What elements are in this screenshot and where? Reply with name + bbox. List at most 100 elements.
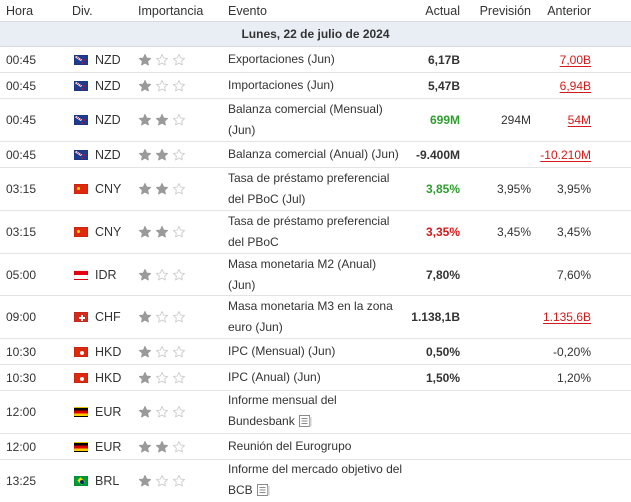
- event-name[interactable]: Balanza comercial (Mensual) (Jun): [228, 99, 406, 141]
- star-empty-icon: [172, 345, 186, 359]
- star-filled-icon: [138, 268, 152, 282]
- event-currency: HKD: [72, 371, 138, 385]
- star-empty-icon: [172, 148, 186, 162]
- event-time: 12:00: [6, 439, 37, 454]
- importance-rating: [138, 182, 228, 196]
- event-name-text[interactable]: IPC (Anual) (Jun): [228, 370, 321, 384]
- event-previous: 7,60%: [531, 268, 615, 282]
- header-event[interactable]: Evento: [228, 3, 267, 18]
- star-empty-icon: [172, 405, 186, 419]
- currency-code: CHF: [95, 310, 121, 324]
- header-forecast[interactable]: Previsión: [479, 3, 531, 18]
- document-icon[interactable]: [256, 482, 270, 502]
- event-actual: 6,17B: [427, 52, 460, 67]
- star-empty-icon: [155, 79, 169, 93]
- star-empty-icon: [155, 371, 169, 385]
- flag-cny-icon: [74, 227, 88, 237]
- currency-code: EUR: [95, 439, 122, 454]
- table-row[interactable]: 10:30 HKD IPC (Anual) (Jun) 1,50% 1,20%: [0, 365, 631, 391]
- flag-idr-icon: [74, 269, 88, 280]
- star-empty-icon: [155, 405, 169, 419]
- event-name[interactable]: Informe mensual del Bundesbank: [228, 390, 406, 434]
- star-empty-icon: [172, 113, 186, 127]
- table-row[interactable]: 03:15 CNY Tasa de préstamo preferencial de…: [0, 211, 631, 254]
- event-name[interactable]: Masa monetaria M3 en la zona euro (Jun): [228, 296, 406, 338]
- event-actual: 1.138,1B: [411, 310, 460, 324]
- event-previous: -0,20%: [531, 345, 615, 359]
- event-name-text[interactable]: Importaciones (Jun): [228, 78, 335, 92]
- event-actual: 3,85%: [425, 182, 460, 196]
- event-name[interactable]: Masa monetaria M2 (Anual) (Jun): [228, 254, 406, 296]
- event-name-text[interactable]: Tasa de préstamo preferencial del PBoC (…: [228, 171, 390, 206]
- event-previous-value: 6,94B: [559, 78, 591, 93]
- header-importance[interactable]: Importancia: [138, 3, 204, 18]
- event-name[interactable]: Reunión del Eurogrupo: [228, 436, 406, 457]
- event-name[interactable]: Balanza comercial (Anual) (Jun): [228, 144, 406, 165]
- table-row[interactable]: 12:00 EUR Reunión del Eurogrupo: [0, 434, 631, 460]
- star-empty-icon: [172, 268, 186, 282]
- table-row[interactable]: 10:30 HKD IPC (Mensual) (Jun) 0,50% -0,20%: [0, 339, 631, 365]
- importance-rating: [138, 474, 228, 488]
- header-currency[interactable]: Div.: [72, 3, 93, 18]
- star-filled-icon: [138, 53, 152, 67]
- event-name-text[interactable]: Informe mensual del Bundesbank: [228, 393, 337, 428]
- event-name-text[interactable]: Balanza comercial (Anual) (Jun): [228, 147, 399, 161]
- table-row[interactable]: 03:15 CNY Tasa de préstamo preferencial de…: [0, 168, 631, 211]
- event-time: 13:25: [6, 474, 37, 488]
- event-name-text[interactable]: Tasa de préstamo preferencial del PBoC: [228, 214, 390, 249]
- event-currency: EUR: [72, 405, 138, 419]
- event-name-text[interactable]: Masa monetaria M3 en la zona euro (Jun): [228, 299, 393, 334]
- table-row[interactable]: 00:45 NZD Balanza comercial (Mensual) (Jun…: [0, 99, 631, 142]
- event-name-text[interactable]: Exportaciones (Jun): [228, 52, 335, 66]
- event-name-text[interactable]: Reunión del Eurogrupo: [228, 439, 352, 453]
- table-row[interactable]: 00:45 NZD Exportaciones (Jun) 6,17B 7,00B: [0, 47, 631, 73]
- table-row[interactable]: 09:00 CHF Masa monetaria M3 en la zona eur…: [0, 296, 631, 339]
- event-name[interactable]: IPC (Anual) (Jun): [228, 367, 406, 388]
- event-name[interactable]: Importaciones (Jun): [228, 75, 406, 96]
- header-actual[interactable]: Actual: [425, 3, 460, 18]
- event-name-text[interactable]: Balanza comercial (Mensual) (Jun): [228, 102, 383, 137]
- event-previous: 1,20%: [531, 371, 615, 385]
- event-name-text[interactable]: Masa monetaria M2 (Anual) (Jun): [228, 256, 377, 292]
- currency-code: HKD: [95, 370, 122, 385]
- event-currency: BRL: [72, 474, 138, 488]
- event-name-text[interactable]: IPC (Mensual) (Jun): [228, 344, 336, 358]
- event-name[interactable]: Exportaciones (Jun): [228, 49, 406, 70]
- flag-nzd-icon: [74, 80, 88, 91]
- flag-nzd-icon: [74, 54, 88, 65]
- event-name[interactable]: Informe del mercado objetivo del BCB: [228, 459, 406, 502]
- event-previous: 6,94B: [531, 79, 615, 93]
- event-name[interactable]: Tasa de préstamo preferencial del PBoC (…: [228, 168, 406, 210]
- flag-hkd-icon: [74, 372, 88, 383]
- star-filled-icon: [138, 310, 152, 324]
- table-row[interactable]: 12:00 EUR Informe mensual del Bundesbank: [0, 391, 631, 434]
- star-empty-icon: [172, 371, 186, 385]
- event-currency: HKD: [72, 345, 138, 359]
- table-row[interactable]: 00:45 NZD Balanza comercial (Anual) (Jun) -…: [0, 142, 631, 168]
- table-row[interactable]: 13:25 BRL Informe del mercado objetivo del…: [0, 460, 631, 502]
- header-previous[interactable]: Anterior: [547, 3, 591, 18]
- importance-rating: [138, 79, 228, 93]
- event-name[interactable]: Tasa de préstamo preferencial del PBoC: [228, 211, 406, 253]
- currency-code: EUR: [95, 405, 122, 419]
- star-filled-icon: [138, 79, 152, 93]
- event-actual: 3,35%: [425, 225, 460, 239]
- event-currency: IDR: [72, 268, 138, 282]
- event-name-text[interactable]: Informe del mercado objetivo del BCB: [228, 462, 403, 497]
- flag-eur-icon: [74, 407, 88, 417]
- event-time: 00:45: [6, 78, 37, 93]
- header-time[interactable]: Hora: [6, 3, 34, 18]
- star-filled-icon: [155, 440, 169, 454]
- event-name[interactable]: IPC (Mensual) (Jun): [228, 341, 406, 362]
- table-row[interactable]: 05:00 IDR Masa monetaria M2 (Anual) (Jun) 7…: [0, 254, 631, 296]
- table-row[interactable]: 00:45 NZD Importaciones (Jun) 5,47B 6,94B: [0, 73, 631, 99]
- star-filled-icon: [155, 113, 169, 127]
- document-icon[interactable]: [298, 413, 312, 434]
- event-actual: 1,50%: [425, 370, 460, 385]
- event-previous: 1.135,6B: [531, 310, 615, 324]
- event-previous-value: 1,20%: [556, 370, 591, 385]
- currency-code: NZD: [95, 52, 121, 67]
- event-forecast: 3,95%: [496, 182, 531, 196]
- event-previous-value: 3,95%: [556, 182, 591, 196]
- flag-brl-icon: [74, 476, 88, 486]
